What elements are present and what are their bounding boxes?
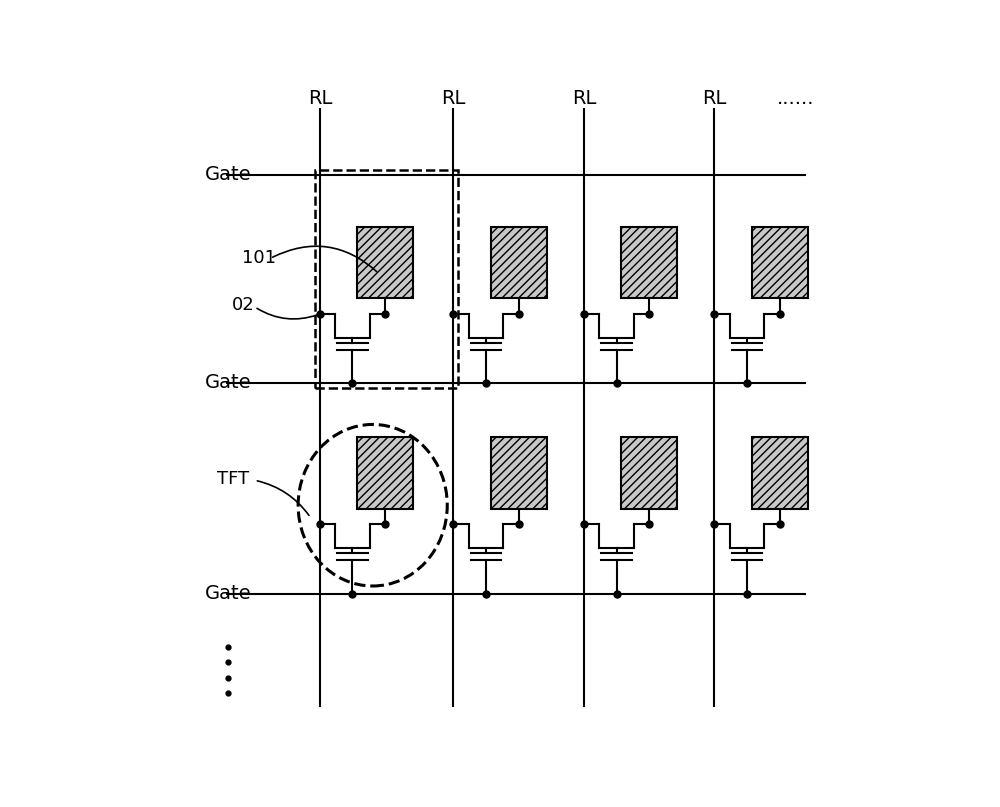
Text: TFT: TFT xyxy=(217,470,249,488)
Bar xyxy=(357,227,413,299)
Text: Gate: Gate xyxy=(205,165,252,184)
Bar xyxy=(752,227,808,299)
Text: 02: 02 xyxy=(232,296,254,314)
Bar xyxy=(491,437,547,508)
Bar xyxy=(357,437,413,508)
Text: Gate: Gate xyxy=(205,373,252,392)
Text: RL: RL xyxy=(572,89,596,108)
Text: RL: RL xyxy=(308,89,332,108)
Bar xyxy=(621,227,677,299)
Text: ......: ...... xyxy=(776,89,814,108)
Text: RL: RL xyxy=(441,89,466,108)
Text: Gate: Gate xyxy=(205,584,252,604)
Bar xyxy=(315,169,458,387)
Bar xyxy=(491,227,547,299)
Text: RL: RL xyxy=(702,89,727,108)
Bar xyxy=(752,437,808,508)
Text: 101: 101 xyxy=(242,249,276,267)
Bar xyxy=(621,437,677,508)
